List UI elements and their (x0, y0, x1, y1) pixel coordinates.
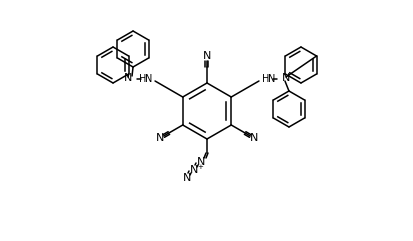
Text: N: N (156, 133, 164, 143)
Text: H: H (261, 74, 269, 84)
Text: N: N (123, 73, 132, 83)
Text: H: H (138, 74, 146, 84)
Text: N: N (202, 51, 211, 61)
Text: +: + (197, 164, 202, 170)
Text: N: N (183, 173, 191, 183)
Text: N: N (189, 165, 198, 175)
Text: N: N (267, 74, 275, 84)
Text: N: N (144, 74, 152, 84)
Text: N: N (196, 157, 205, 167)
Text: N: N (281, 73, 290, 83)
Text: N: N (249, 133, 257, 143)
